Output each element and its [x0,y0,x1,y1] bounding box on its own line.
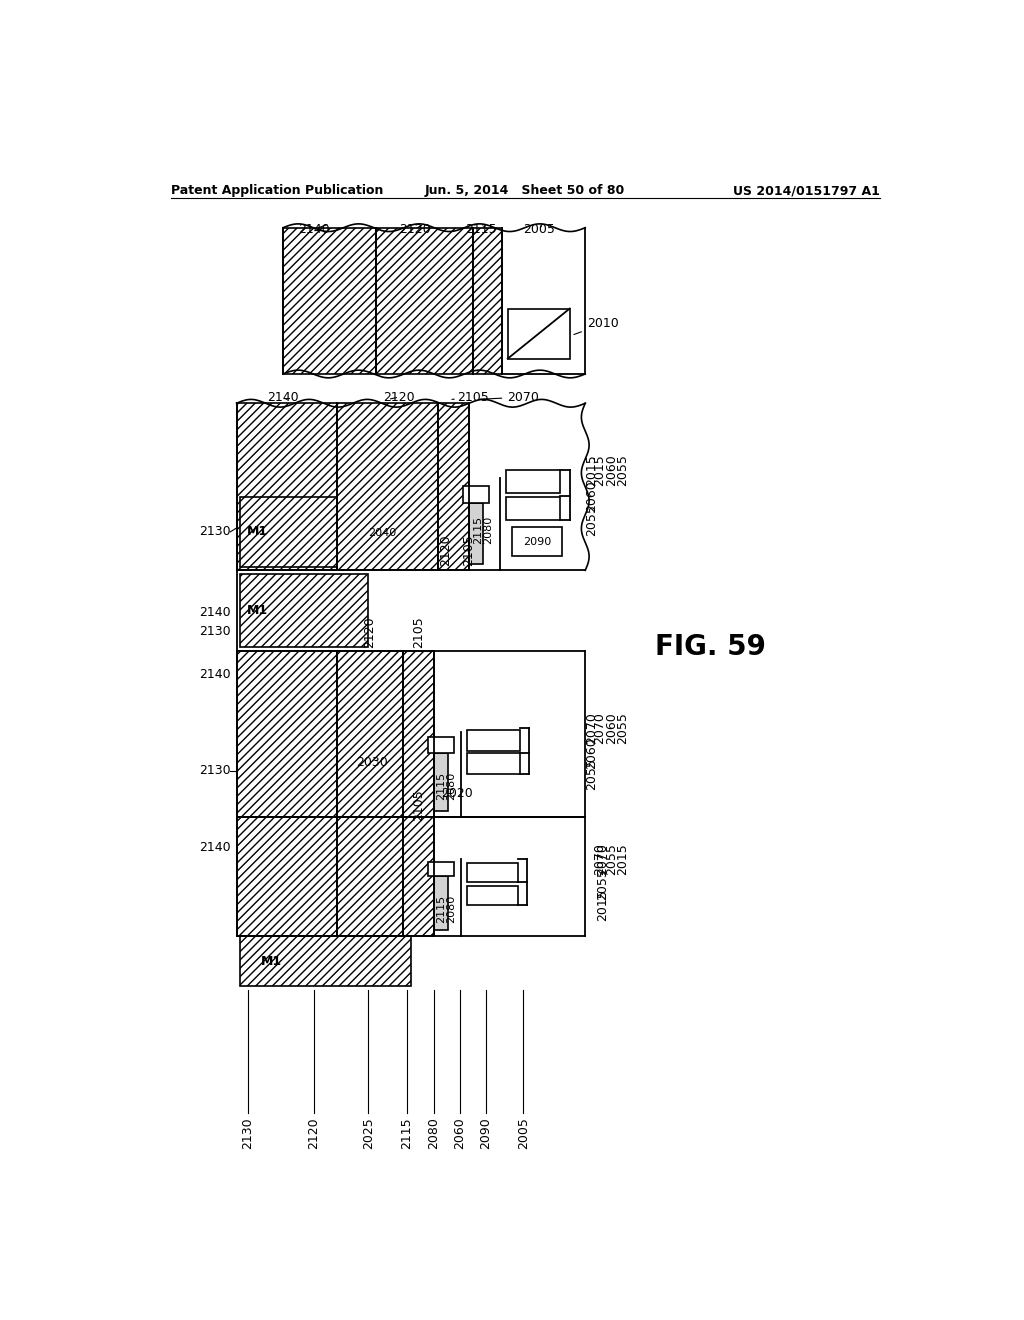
Text: 2055: 2055 [604,843,617,875]
Text: 2015: 2015 [593,454,606,486]
Bar [467,863,518,882]
Bar [438,404,469,570]
Text: 2070: 2070 [479,391,540,404]
Text: M1: M1 [261,954,282,968]
Text: 2060: 2060 [604,454,617,486]
Bar [469,503,483,564]
Text: 2140: 2140 [200,606,231,619]
Text: 2080: 2080 [446,772,457,800]
Text: 2060: 2060 [585,737,598,768]
Text: 2005: 2005 [517,1117,529,1148]
Text: 2120: 2120 [439,535,453,566]
Text: 2055: 2055 [585,759,598,791]
Text: 2120: 2120 [399,223,430,236]
Text: 2120: 2120 [307,1117,321,1148]
Text: M1: M1 [247,605,268,618]
Text: 2120: 2120 [383,391,415,404]
Bar [467,886,518,906]
Text: 2025: 2025 [361,1117,375,1148]
Text: 2130: 2130 [200,764,231,777]
Text: 2055: 2055 [597,867,609,900]
Text: 2020: 2020 [441,787,473,800]
Text: 2015: 2015 [585,454,598,486]
Text: 2010: 2010 [573,317,618,334]
Text: 2080: 2080 [483,516,493,544]
Bar [241,574,369,647]
Text: 2070: 2070 [585,713,598,744]
Text: 2060: 2060 [585,479,598,512]
Text: 2060: 2060 [454,1117,466,1148]
Text: 2140: 2140 [200,841,231,854]
Text: M1: M1 [247,525,268,539]
Text: 2105: 2105 [412,789,425,821]
Bar [467,752,520,775]
Text: 2140: 2140 [267,391,299,404]
Bar [237,651,337,817]
Text: 2060: 2060 [604,713,617,744]
Text: 2140: 2140 [200,668,231,681]
Text: 2130: 2130 [200,626,231,639]
Bar [467,730,520,751]
Text: 2080: 2080 [446,895,457,923]
Text: 2090: 2090 [479,1117,493,1148]
Bar [403,817,434,936]
Bar [241,936,411,986]
Text: 2040: 2040 [368,528,396,539]
Text: 2030: 2030 [356,756,388,770]
Text: 2105: 2105 [463,535,475,566]
Text: 2015: 2015 [616,843,630,875]
Text: 2105: 2105 [412,616,425,648]
Text: 2070: 2070 [593,843,606,875]
Text: US 2014/0151797 A1: US 2014/0151797 A1 [733,185,880,197]
Text: 2115: 2115 [473,516,483,544]
Text: 2070: 2070 [593,713,606,744]
Bar [376,227,473,374]
Text: 2055: 2055 [585,504,598,536]
Text: 2130: 2130 [200,525,231,539]
Text: 2115: 2115 [400,1117,414,1148]
Text: 2015: 2015 [597,890,609,921]
Bar [283,227,376,374]
Bar [473,227,503,374]
Bar [237,404,337,570]
Bar [428,862,455,876]
Text: 2115: 2115 [465,223,497,236]
Text: 2070: 2070 [597,843,609,875]
Bar [512,527,562,557]
Bar [463,486,489,503]
Text: 2055: 2055 [616,454,630,486]
Bar [337,651,403,817]
Bar [434,752,449,810]
Text: 2115: 2115 [436,895,446,923]
Text: 2105: 2105 [452,391,488,404]
Text: Patent Application Publication: Patent Application Publication [171,185,383,197]
Bar [403,651,434,817]
Text: 2055: 2055 [616,713,630,744]
Bar [508,309,569,359]
Text: 2080: 2080 [428,1117,440,1148]
Bar [428,738,455,752]
Bar [337,817,403,936]
Text: Jun. 5, 2014   Sheet 50 of 80: Jun. 5, 2014 Sheet 50 of 80 [425,185,625,197]
Text: 2130: 2130 [242,1117,255,1148]
Text: 2090: 2090 [522,537,551,546]
Text: 2140: 2140 [298,223,330,236]
Bar [506,470,560,494]
Text: 2005: 2005 [523,223,555,236]
Bar [237,817,337,936]
Text: 2120: 2120 [364,616,376,648]
Bar [434,876,449,929]
Bar [241,498,337,566]
Text: FIG. 59: FIG. 59 [655,634,766,661]
Bar [506,498,560,520]
Bar [337,404,438,570]
Text: 2115: 2115 [436,772,446,800]
